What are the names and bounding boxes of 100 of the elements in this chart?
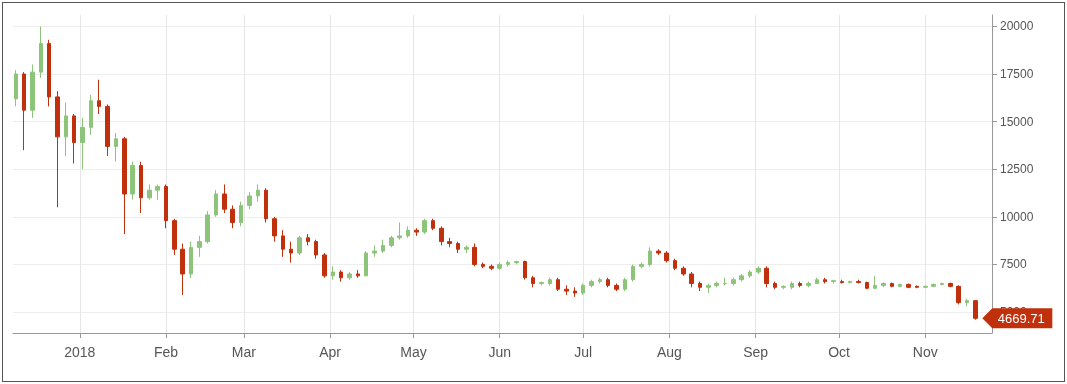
x-tick-label: 2018 xyxy=(64,344,96,360)
candlestick xyxy=(39,25,43,79)
x-tick-label: Sep xyxy=(743,344,769,360)
candlestick xyxy=(664,250,669,264)
candlestick xyxy=(472,243,477,267)
candlestick xyxy=(214,189,218,218)
y-tick-label: 10000 xyxy=(1000,209,1034,224)
candlestick xyxy=(64,102,68,157)
candlestick xyxy=(739,273,744,283)
candlestick xyxy=(222,183,227,214)
candlestick xyxy=(890,282,894,288)
x-tick-label: Mar xyxy=(231,344,257,360)
candlestick xyxy=(790,281,794,290)
candlestick xyxy=(773,281,777,290)
candlestick xyxy=(606,277,610,288)
candlestick xyxy=(639,262,644,269)
candlestick xyxy=(539,281,544,286)
candlestick xyxy=(397,222,402,241)
candlestick xyxy=(631,263,635,283)
candlestick xyxy=(806,281,811,288)
x-tick-label: Feb xyxy=(153,344,179,360)
x-tick-label: Nov xyxy=(912,344,938,360)
candlestick xyxy=(422,218,427,235)
candlestick xyxy=(648,246,652,267)
y-tick-label: 7500 xyxy=(1000,257,1028,272)
candlestick xyxy=(22,71,26,151)
candlestick xyxy=(589,279,594,288)
candlestick xyxy=(47,39,51,107)
candlestick xyxy=(205,210,210,244)
candlestick xyxy=(456,241,460,254)
candlestick xyxy=(139,161,143,214)
candlestick xyxy=(80,117,85,170)
y-tick-label: 12500 xyxy=(1000,162,1034,177)
candlestick xyxy=(798,281,802,288)
candlestick xyxy=(823,277,827,284)
candlestick xyxy=(439,225,444,246)
candlestick xyxy=(464,244,469,254)
candlestick xyxy=(447,237,452,248)
candlestick xyxy=(197,235,202,258)
x-tick-label: Jul xyxy=(574,344,593,360)
candlestick xyxy=(781,284,786,290)
candlestick xyxy=(489,263,494,271)
candlestick xyxy=(714,281,719,288)
candlestick xyxy=(331,265,335,281)
candlestick xyxy=(698,281,702,292)
candlestick xyxy=(706,282,711,294)
candlestick xyxy=(514,260,519,265)
candlestick xyxy=(881,282,886,288)
candlestick xyxy=(155,183,160,201)
candlestick xyxy=(948,282,953,288)
candlestick xyxy=(531,275,535,288)
y-tick-label: 17500 xyxy=(1000,67,1034,82)
candlestick xyxy=(281,229,285,258)
x-tick-label: Apr xyxy=(319,344,342,360)
candlestick xyxy=(923,284,928,289)
candlestick xyxy=(414,227,419,237)
candlestick xyxy=(306,233,310,246)
candlestick xyxy=(848,280,852,284)
candlestick xyxy=(573,286,577,298)
candlestick xyxy=(14,69,18,107)
candlestick xyxy=(147,183,152,201)
x-tick-label: Aug xyxy=(656,344,682,360)
candlestick xyxy=(581,282,585,296)
candlestick xyxy=(865,281,869,290)
candlestick xyxy=(756,265,761,275)
candlestick xyxy=(122,136,127,235)
candlestick xyxy=(272,216,277,243)
candlestick xyxy=(189,241,193,279)
candlestick xyxy=(89,94,93,136)
candlestick xyxy=(623,277,627,292)
candlestick xyxy=(256,183,260,203)
y-tick-label: 20000 xyxy=(1000,19,1034,34)
candlestick xyxy=(748,269,752,279)
candlestick xyxy=(114,132,118,163)
candlestick xyxy=(364,250,368,277)
candlestick xyxy=(940,282,944,286)
candlestick xyxy=(898,282,902,288)
annotation: 4669.71 xyxy=(997,310,1045,326)
candlestick xyxy=(831,279,836,284)
candlestick xyxy=(356,269,360,279)
candlestick xyxy=(906,282,911,289)
candlestick xyxy=(164,183,168,229)
candlestick xyxy=(556,277,560,292)
y-tick-label: 15000 xyxy=(1000,114,1034,129)
candlestick xyxy=(406,225,410,239)
x-tick-label: Oct xyxy=(828,344,851,360)
candlestick xyxy=(856,279,861,284)
x-tick-label: May xyxy=(400,344,427,360)
candlestick xyxy=(239,201,243,227)
candlestick xyxy=(230,204,235,229)
candlestick xyxy=(873,275,877,290)
candlestick xyxy=(105,104,110,157)
candlestick xyxy=(297,235,302,256)
candlestick xyxy=(289,241,293,264)
candlestick xyxy=(656,248,661,256)
candlestick xyxy=(481,262,485,269)
candlestick xyxy=(506,260,510,267)
candlestick xyxy=(322,252,327,279)
candlestick xyxy=(431,218,435,231)
candlestick xyxy=(339,269,343,283)
